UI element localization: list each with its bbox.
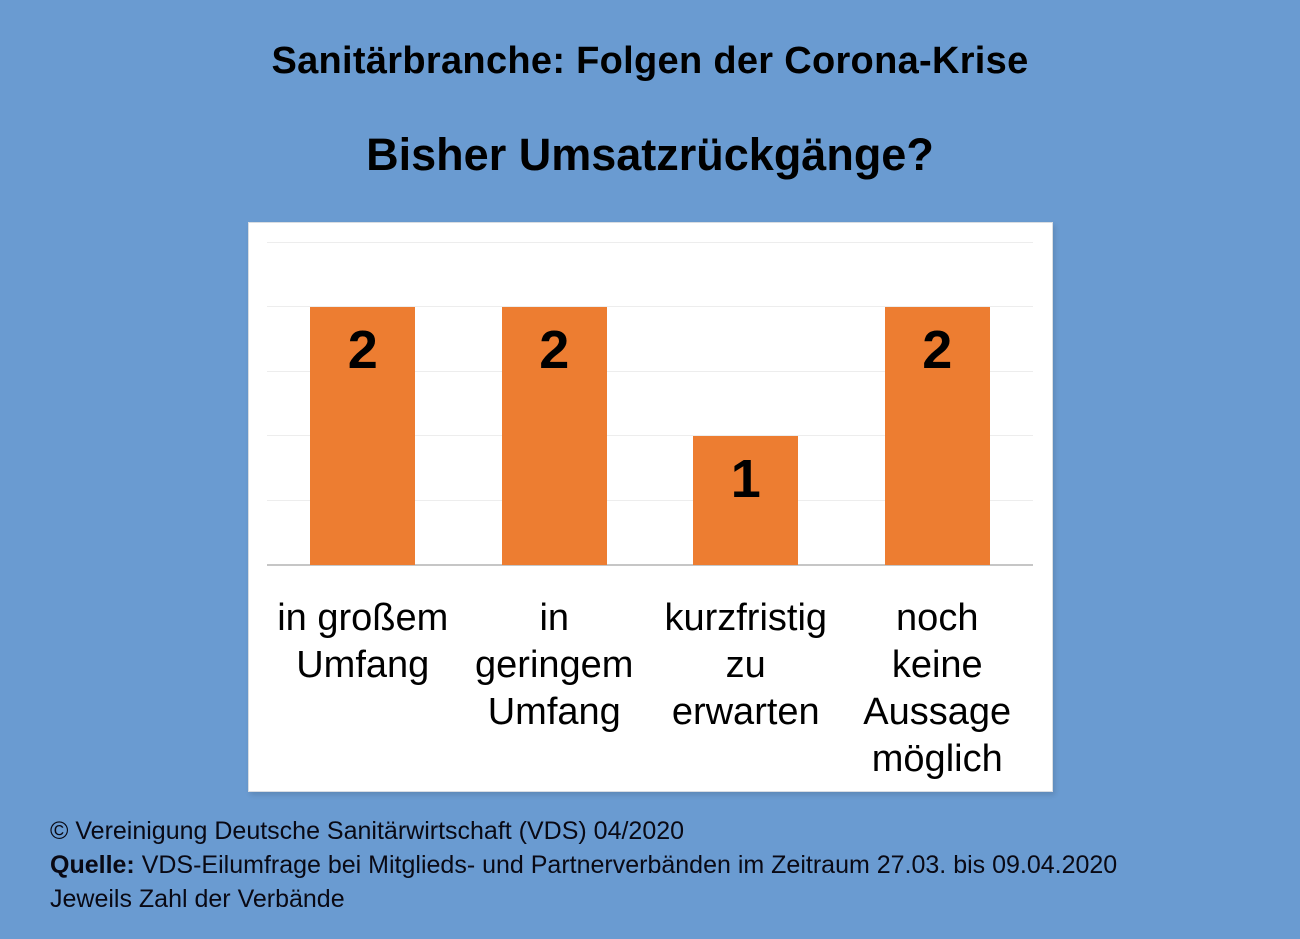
bar-value-label: 2: [922, 319, 953, 380]
footer-copyright: © Vereinigung Deutsche Sanitärwirtschaft…: [50, 817, 685, 845]
x-axis-label: kurzfristig zu erwarten: [664, 597, 828, 733]
bar-value-label: 2: [539, 319, 570, 380]
x-axis-label: in geringem Umfang: [475, 597, 634, 733]
x-axis-label: in großem Umfang: [277, 597, 449, 686]
bar-value-label: 2: [347, 319, 378, 380]
x-axis-labels: in großem Umfang in geringem Umfang kurzfr…: [267, 595, 1033, 783]
footer-source: Quelle: VDS-Eilumfrage bei Mitglieds- un…: [50, 848, 1280, 882]
footer-source-text: VDS-Eilumfrage bei Mitglieds- und Partne…: [141, 851, 1118, 879]
bar: 2: [884, 306, 990, 565]
x-axis-line: [267, 564, 1033, 566]
footer-source-label: Quelle:: [50, 851, 135, 879]
gridline: [267, 370, 1033, 372]
gridline: [267, 241, 1033, 243]
slide-subtitle: Bisher Umsatzrückgänge?: [366, 129, 934, 180]
gridline: [267, 435, 1033, 437]
gridline: [267, 499, 1033, 501]
bar-value-label: 1: [730, 448, 761, 509]
slide-title: Sanitärbranche: Folgen der Corona-Krise: [271, 40, 1029, 82]
footer-note: Jeweils Zahl der Verbände: [50, 885, 345, 913]
x-axis-label: noch keine Aussage möglich: [863, 597, 1012, 780]
bar: 1: [693, 435, 799, 565]
chart-panel: 2 2 1 2 in großem Umfang in geringem Umfang k…: [248, 222, 1053, 792]
footer: © Vereinigung Deutsche Sanitärwirtschaft…: [50, 814, 1280, 916]
plot-area: 2 2 1 2: [267, 241, 1033, 566]
bar: 2: [310, 306, 416, 565]
bar: 2: [501, 306, 607, 565]
gridline: [267, 306, 1033, 308]
